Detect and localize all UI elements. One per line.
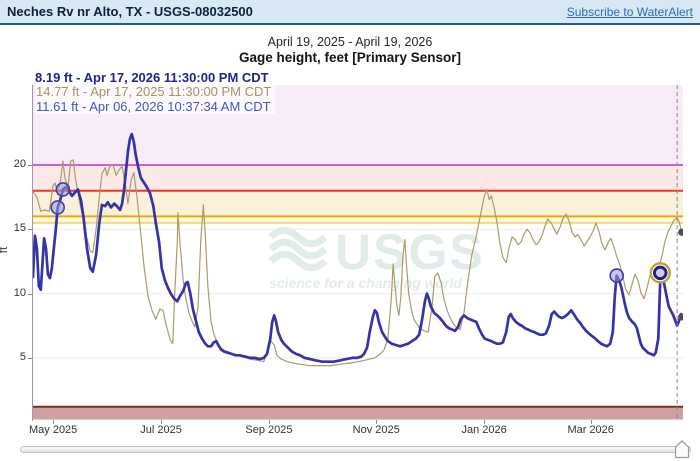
lastyear-value-readout: 14.77 ft - Apr 17, 2025 11:30:00 PM CDT [35, 84, 276, 100]
x-axis-tick [53, 420, 55, 424]
usgs-watermark-tagline: science for a changing world [269, 275, 462, 291]
event-marker[interactable] [609, 268, 625, 283]
peak-value-readout: 11.61 ft - Apr 06, 2026 10:37:34 AM CDT [35, 99, 275, 114]
y-axis-tick-label: 10 [13, 286, 26, 299]
latest-point-dot [678, 313, 683, 321]
x-axis-tick-label: Jan 2026 [461, 424, 507, 436]
x-axis-tick [268, 420, 270, 424]
y-axis-tick-label: 5 [19, 350, 26, 363]
current_gage_height-line [33, 132, 683, 364]
peak-marker-outer-ring [649, 262, 671, 284]
x-axis-tick [484, 420, 486, 424]
x-axis-tick [161, 420, 163, 424]
y-axis-tick [28, 229, 32, 231]
x-axis-tick-label: Sep 2025 [245, 424, 293, 436]
station-header: Neches Rv nr Alto, TX - USGS-08032500 Su… [0, 0, 700, 25]
y-axis-tick [28, 165, 32, 166]
time-range-slider[interactable] [20, 446, 691, 453]
threshold-band [33, 190, 683, 217]
date-range-label: April 19, 2025 - April 19, 2026 [267, 35, 433, 49]
station-title: Neches Rv nr Alto, TX - USGS-08032500 [7, 4, 253, 19]
x-axis-tick-label: May 2025 [28, 424, 78, 436]
y-axis-label: ft [0, 246, 11, 254]
y-axis-line [32, 85, 33, 421]
event-marker[interactable] [55, 182, 71, 197]
peak-marker-gap-ring [651, 264, 669, 282]
chart-title: Gage height, feet [Primary Sensor] [238, 50, 462, 65]
x-axis-tick-label: Jul 2025 [140, 424, 182, 436]
y-axis-tick [28, 357, 32, 359]
x-axis-tick-label: Nov 2025 [352, 424, 400, 436]
usgs-watermark-text: USGS [335, 224, 485, 280]
y-axis-tick-label: 20 [13, 158, 26, 170]
current-value-readout: 8.19 ft - Apr 17, 2026 11:30:00 PM CDT [35, 70, 269, 85]
event-marker[interactable] [50, 200, 66, 215]
x-axis-tick-label: Mar 2026 [567, 424, 614, 436]
usgs-wave-icon [268, 250, 328, 272]
value-readout: 8.19 ft - Apr 17, 2026 11:30:00 PM CDT 1… [35, 70, 276, 114]
usgs-wave-icon [268, 238, 328, 260]
usgs-wave-icon [268, 226, 328, 248]
y-axis-tick-label: 15 [13, 222, 26, 235]
x-axis-tick [590, 420, 592, 424]
y-axis-tick [28, 293, 32, 295]
latest-point-dot [678, 228, 683, 236]
peak-marker[interactable] [652, 265, 668, 281]
threshold-band [33, 406, 683, 420]
last_year_gage_height-line [33, 159, 683, 367]
x-axis-tick [376, 420, 378, 424]
subscribe-wateralert-link[interactable]: Subscribe to WaterAlert [566, 4, 693, 19]
threshold-band [33, 216, 683, 223]
slider-handle-icon[interactable] [674, 440, 690, 459]
